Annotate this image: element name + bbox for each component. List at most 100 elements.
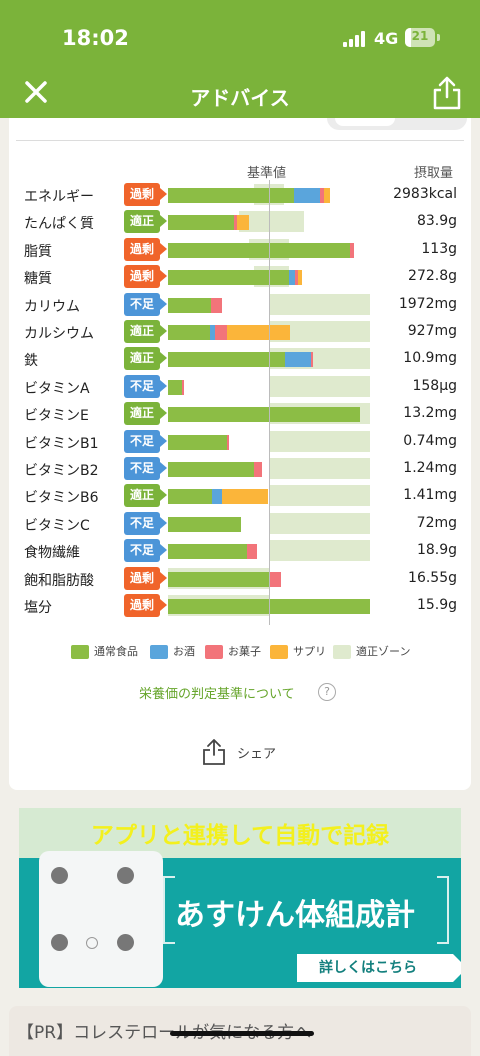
nutrient-row: ビタミンB6 適正 1.41mg <box>9 483 471 510</box>
battery-icon: 21 <box>405 28 435 47</box>
nutrient-row: カルシウム 適正 927mg <box>9 319 471 346</box>
bar-segment <box>168 462 254 477</box>
intake-value: 927mg <box>407 323 457 339</box>
nutrient-row: 飽和脂肪酸 過剰 16.55g <box>9 566 471 593</box>
intake-bar <box>168 407 360 423</box>
share-label: シェア <box>237 747 277 762</box>
segment-tab-selected[interactable] <box>335 118 395 126</box>
nutrient-row: 糖質 過剰 272.8g <box>9 264 471 291</box>
intake-bar <box>168 270 303 286</box>
bar-segment <box>221 489 268 505</box>
status-badge: 不足 <box>124 429 167 453</box>
nutrient-name: ビタミンB1 <box>24 435 99 452</box>
legend-item: 通常食品 <box>71 644 138 660</box>
nutrient-name: 食物繊維 <box>24 545 80 562</box>
legend-swatch <box>71 645 89 659</box>
bar-segment <box>233 215 237 231</box>
bar-segment <box>168 571 269 587</box>
bar-segment <box>226 325 291 340</box>
intake-bar <box>168 434 229 450</box>
nutrient-name: カルシウム <box>24 326 94 342</box>
banner-headline: アプリと連携して自動で記録 <box>90 823 390 849</box>
nutrient-name: カリウム <box>24 298 80 315</box>
intake-value: 113g <box>421 240 457 257</box>
intake-value: 16.55g <box>408 569 457 586</box>
nutrient-name: 鉄 <box>24 353 38 370</box>
banner-product: あすけん体組成計 <box>175 898 415 933</box>
close-button[interactable] <box>22 78 52 108</box>
ok-zone <box>269 293 370 315</box>
bar-segment <box>168 297 212 313</box>
nutrient-row: ビタミンB2 不足 1.24mg <box>9 456 471 483</box>
bar-segment <box>253 462 262 477</box>
intake-value: 2983kcal <box>393 186 457 202</box>
divider <box>16 140 464 141</box>
nutrient-name: 飽和脂肪酸 <box>24 572 94 589</box>
scale-pad <box>51 934 68 951</box>
nutrient-row: エネルギー 過剰 2983kcal <box>9 182 471 209</box>
bar-segment <box>294 188 320 203</box>
legend-label: 通常食品 <box>94 645 138 658</box>
segment-tabs[interactable] <box>327 118 467 130</box>
scale-pad <box>51 867 68 884</box>
bar-segment <box>285 352 312 368</box>
ok-zone <box>269 485 370 507</box>
intake-bar <box>168 215 249 231</box>
bar-segment <box>210 325 216 340</box>
legend-label: 適正ゾーン <box>356 645 411 658</box>
intake-bar <box>168 242 354 258</box>
bar-segment <box>168 270 290 286</box>
scale-image <box>39 851 163 987</box>
nutrient-row: カリウム 不足 1972mg <box>9 292 471 319</box>
intake-bar <box>168 516 241 532</box>
help-icon[interactable]: ? <box>318 683 336 701</box>
legend-item: 適正ゾーン <box>333 644 410 660</box>
bar-segment <box>168 407 360 423</box>
legend: 通常食品 お酒 お菓子 サプリ 適正ゾーン <box>71 644 471 664</box>
nutrient-row: ビタミンC 不足 72mg <box>9 511 471 538</box>
bar-segment <box>168 352 286 368</box>
bar-segment <box>298 270 303 286</box>
nutrient-row: ビタミンB1 不足 0.74mg <box>9 429 471 456</box>
ok-zone <box>269 540 370 562</box>
intake-bar <box>168 297 222 313</box>
share-icon <box>203 739 225 765</box>
intake-value: 1.24mg <box>403 460 457 476</box>
share-icon <box>433 76 461 110</box>
intake-value: 1972mg <box>398 295 457 312</box>
intake-bar <box>168 379 185 395</box>
legend-label: お菓子 <box>228 645 261 658</box>
status-badge: 適正 <box>124 320 167 343</box>
share-button[interactable]: シェア <box>201 738 291 768</box>
legend-swatch <box>150 645 168 659</box>
ok-zone <box>269 430 370 452</box>
legend-label: サプリ <box>293 645 326 658</box>
banner-header-bg <box>19 808 461 858</box>
battery-tip <box>437 34 440 41</box>
legend-swatch <box>205 645 223 659</box>
nutrient-row: 鉄 適正 10.9mg <box>9 346 471 373</box>
ad-banner[interactable]: アプリと連携して自動で記録 あすけん体組成計 詳しくはこちら <box>19 808 461 988</box>
intake-bar <box>168 544 257 560</box>
nutrient-name: 脂質 <box>24 243 52 260</box>
intake-value: 18.9g <box>416 542 457 559</box>
legend-swatch <box>333 645 351 659</box>
criteria-link[interactable]: 栄養価の判定基準について <box>139 687 295 702</box>
intake-value: 72mg <box>416 514 457 531</box>
intake-value: 15.9g <box>416 597 457 613</box>
pr-title: 【PR】コレステロールが気になる方へ <box>17 1023 312 1043</box>
intake-bar <box>168 188 330 203</box>
intake-value: 158µg <box>412 377 457 394</box>
ok-zone <box>269 321 370 342</box>
ok-zone <box>269 458 370 479</box>
share-header-button[interactable] <box>430 75 464 111</box>
nutrient-name: ビタミンE <box>24 408 89 425</box>
banner-more-button[interactable]: 詳しくはこちら <box>297 954 461 982</box>
status-badge: 過剰 <box>124 265 167 289</box>
bar-segment <box>226 434 229 450</box>
bar-segment <box>168 489 213 505</box>
nutrient-row: たんぱく質 適正 83.9g <box>9 209 471 236</box>
status-badge: 過剰 <box>124 594 167 617</box>
status-badge: 過剰 <box>124 237 167 261</box>
intake-bar <box>168 489 268 505</box>
